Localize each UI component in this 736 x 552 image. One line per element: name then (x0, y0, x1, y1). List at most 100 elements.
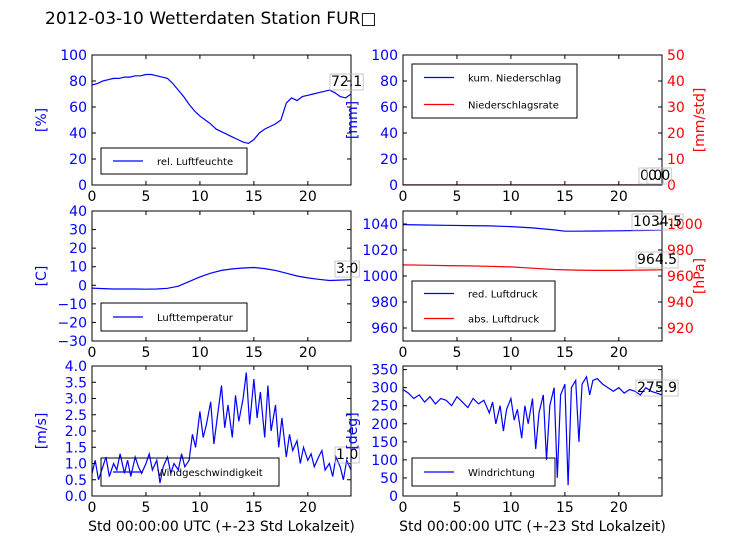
legend-pressure: red. Luftdruck abs. Luftdruck (411, 280, 556, 332)
chart-humidity: 0 5 10 15 20 0 20 40 60 80 100 [%] rel. Luftfeuchte 7… (34, 48, 364, 205)
x-tick-label: 5 (452, 500, 461, 516)
y-tick-label: 100 (371, 48, 398, 64)
legend-label: Niederschlagsrate (468, 101, 559, 112)
y-tick-label: 0 (78, 178, 87, 194)
y-tick-label: 980 (371, 295, 398, 311)
legend-frame (100, 457, 280, 487)
y-tick-label: 2.5 (65, 408, 87, 424)
legend-label: Lufttemperatur (157, 313, 234, 324)
value-annotation: 275.9 (637, 380, 677, 396)
y2-tick-label: 980 (667, 243, 694, 259)
y-tick-label: −10 (57, 297, 87, 313)
value-annotation: 1034.5 (633, 214, 682, 230)
y2-tick-label: 960 (667, 269, 694, 285)
axes-frame (402, 365, 663, 497)
y-tick-label: 0.5 (65, 473, 87, 489)
y-tick-label: 0.0 (65, 489, 87, 505)
legend-temperature: Lufttemperatur (100, 302, 248, 332)
y2-tick-label: 940 (667, 295, 694, 311)
legend-frame (100, 147, 248, 175)
legend-frame (411, 457, 556, 487)
axes-frame (402, 54, 663, 186)
y-tick-label: 1.0 (65, 457, 87, 473)
x-tick-label: 5 (141, 189, 150, 205)
legend-label: kum. Niederschlag (468, 74, 561, 85)
y-tick-label: 60 (69, 100, 87, 116)
y-tick-label: 2.0 (65, 424, 87, 440)
series-line-humidity-0 (92, 73, 351, 145)
y-tick-label: 350 (371, 363, 398, 379)
x-tick-label: 10 (502, 345, 520, 361)
x-tick-label: 5 (452, 345, 461, 361)
legend-label: abs. Luftdruck (468, 315, 539, 326)
series-line-winddir-0 (403, 375, 662, 486)
y-tick-label: 3.0 (65, 392, 87, 408)
x-tick-label: 5 (452, 189, 461, 205)
x-tick-label: 0 (88, 500, 97, 516)
annotation-box (334, 446, 360, 464)
y-tick-label: 0 (389, 489, 398, 505)
value-annotation: 0.0 (640, 168, 662, 184)
x-tick-label: 0 (399, 500, 408, 516)
value-annotation: 964.5 (637, 252, 677, 268)
x-tick-label: 10 (502, 189, 520, 205)
y2-tick-label: 20 (667, 126, 685, 142)
y-axis-label: [%] (34, 108, 50, 132)
y-axis-label: [C] (34, 266, 50, 287)
y-tick-label: 250 (371, 399, 398, 415)
y-tick-label: 1.5 (65, 440, 87, 456)
x-axis-label: Std 00:00:00 UTC (+-23 Std Lokalzeit) (88, 519, 355, 535)
y2-tick-label: 30 (667, 100, 685, 116)
y-tick-label: 150 (371, 435, 398, 451)
x-tick-label: 5 (141, 345, 150, 361)
y-axis-label: [m/s] (34, 413, 50, 450)
x-tick-label: 15 (556, 345, 574, 361)
x-tick-label: 15 (556, 189, 574, 205)
series-line-temperature-0 (92, 266, 351, 290)
y2-tick-label: 920 (667, 321, 694, 337)
y-tick-label: 30 (69, 223, 87, 239)
legend-humidity: rel. Luftfeuchte (100, 147, 248, 175)
figure-title: 2012-03-10 Wetterdaten Station FUR□ (45, 9, 377, 29)
y2-axis-label: [hPa] (692, 258, 708, 294)
y-tick-label: 200 (371, 417, 398, 433)
x-tick-label: 10 (191, 345, 209, 361)
x-tick-label: 20 (610, 189, 628, 205)
y-tick-label: 60 (380, 100, 398, 116)
y2-tick-label: 0 (667, 178, 676, 194)
y-tick-label: 300 (371, 381, 398, 397)
legend-label: Windrichtung (468, 468, 535, 479)
chart-temperature: 0 5 10 15 20 −30 −20 −10 0 10 20 30 40 [C] Lufttempera… (34, 204, 360, 361)
axes-frame (91, 54, 352, 186)
x-tick-label: 15 (245, 189, 263, 205)
y-tick-label: 3.5 (65, 375, 87, 391)
annotation-box (334, 260, 360, 278)
annotation-box (635, 379, 679, 397)
axes-frame (91, 210, 352, 342)
x-axis-label: Std 00:00:00 UTC (+-23 Std Lokalzeit) (399, 519, 666, 535)
y-tick-label: 80 (69, 74, 87, 90)
y-tick-label: 960 (371, 321, 398, 337)
series-line-windspeed-0 (92, 372, 351, 484)
x-tick-label: 0 (399, 189, 408, 205)
x-tick-label: 20 (610, 345, 628, 361)
legend-frame (411, 63, 578, 119)
chart-windspeed: 0 5 10 15 200.00.51.01.52.02.53.03.54.0[m/s]… (34, 359, 360, 535)
y-tick-label: 1000 (362, 269, 398, 285)
legend-frame (100, 302, 248, 332)
x-tick-label: 15 (556, 500, 574, 516)
y-tick-label: −20 (57, 315, 87, 331)
legend-precipitation: kum. Niederschlag Niederschlagsrate (411, 63, 578, 119)
x-tick-label: 10 (502, 500, 520, 516)
y-tick-label: −30 (57, 334, 87, 350)
y-tick-label: 20 (69, 241, 87, 257)
value-annotation: 1.0 (336, 447, 358, 463)
y-tick-label: 0 (78, 278, 87, 294)
value-annotation: 0.0 (648, 168, 670, 184)
x-tick-label: 20 (299, 500, 317, 516)
annotation-box (646, 167, 672, 185)
y-tick-label: 50 (380, 471, 398, 487)
y-tick-label: 100 (371, 453, 398, 469)
